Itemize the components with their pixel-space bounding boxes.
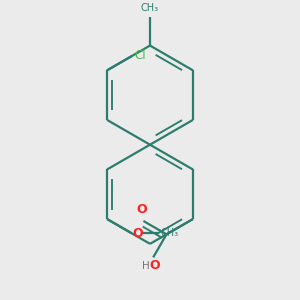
Text: O: O <box>136 203 147 216</box>
Text: CH₃: CH₃ <box>141 3 159 13</box>
Text: Cl: Cl <box>135 49 146 62</box>
Text: O: O <box>133 227 143 240</box>
Text: CH₃: CH₃ <box>160 228 178 239</box>
Text: O: O <box>150 259 160 272</box>
Text: H: H <box>142 261 149 271</box>
